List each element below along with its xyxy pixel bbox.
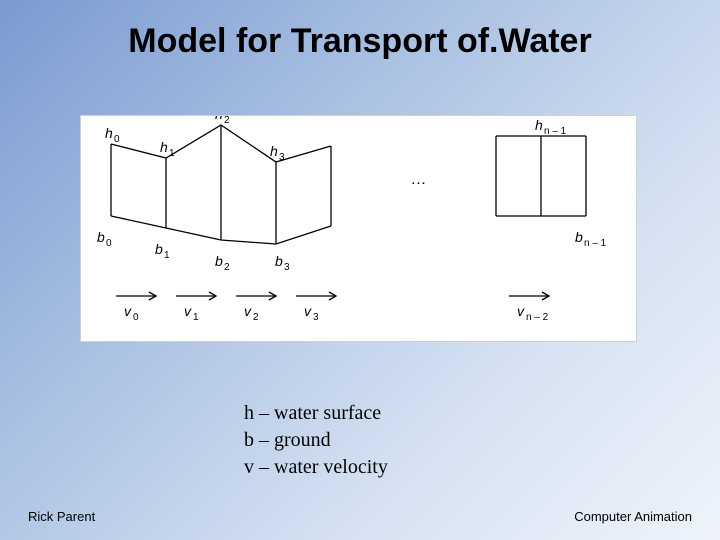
svg-text:3: 3 [313, 312, 319, 323]
slide-title: Model for Transport of.Water [0, 22, 720, 61]
svg-text:v: v [304, 303, 312, 319]
legend-line-b: b – ground [244, 427, 388, 454]
svg-text:n – 1: n – 1 [544, 126, 567, 137]
svg-text:3: 3 [279, 152, 285, 163]
svg-text:h: h [270, 143, 278, 159]
svg-text:0: 0 [106, 238, 112, 249]
svg-text:v: v [184, 303, 192, 319]
svg-text:0: 0 [114, 134, 120, 145]
legend-line-h: h – water surface [244, 400, 388, 427]
svg-text:…: … [411, 171, 427, 188]
legend: h – water surface b – ground v – water v… [244, 400, 388, 481]
svg-text:h: h [535, 117, 543, 133]
svg-text:2: 2 [224, 116, 230, 126]
svg-text:b: b [275, 253, 283, 269]
svg-text:v: v [244, 303, 252, 319]
svg-text:v: v [124, 303, 132, 319]
svg-text:3: 3 [284, 262, 290, 273]
svg-text:b: b [97, 229, 105, 245]
svg-text:b: b [155, 241, 163, 257]
diagram-svg: …h0h1h2h3hn – 1b0b1b2b3bn – 1v0v1v2v3vn … [81, 116, 636, 341]
svg-text:0: 0 [133, 312, 139, 323]
svg-text:h: h [215, 116, 223, 122]
svg-text:b: b [215, 253, 223, 269]
water-model-diagram: …h0h1h2h3hn – 1b0b1b2b3bn – 1v0v1v2v3vn … [80, 115, 637, 342]
svg-text:2: 2 [224, 262, 230, 273]
svg-text:h: h [105, 125, 113, 141]
svg-text:v: v [517, 303, 525, 319]
legend-line-v: v – water velocity [244, 454, 388, 481]
svg-text:1: 1 [169, 148, 175, 159]
svg-text:1: 1 [193, 312, 199, 323]
footer-topic: Computer Animation [574, 509, 692, 524]
svg-text:n – 1: n – 1 [584, 238, 607, 249]
svg-text:b: b [575, 229, 583, 245]
svg-text:h: h [160, 139, 168, 155]
footer-author: Rick Parent [28, 509, 95, 524]
svg-text:n – 2: n – 2 [526, 312, 549, 323]
svg-text:1: 1 [164, 250, 170, 261]
svg-text:2: 2 [253, 312, 259, 323]
